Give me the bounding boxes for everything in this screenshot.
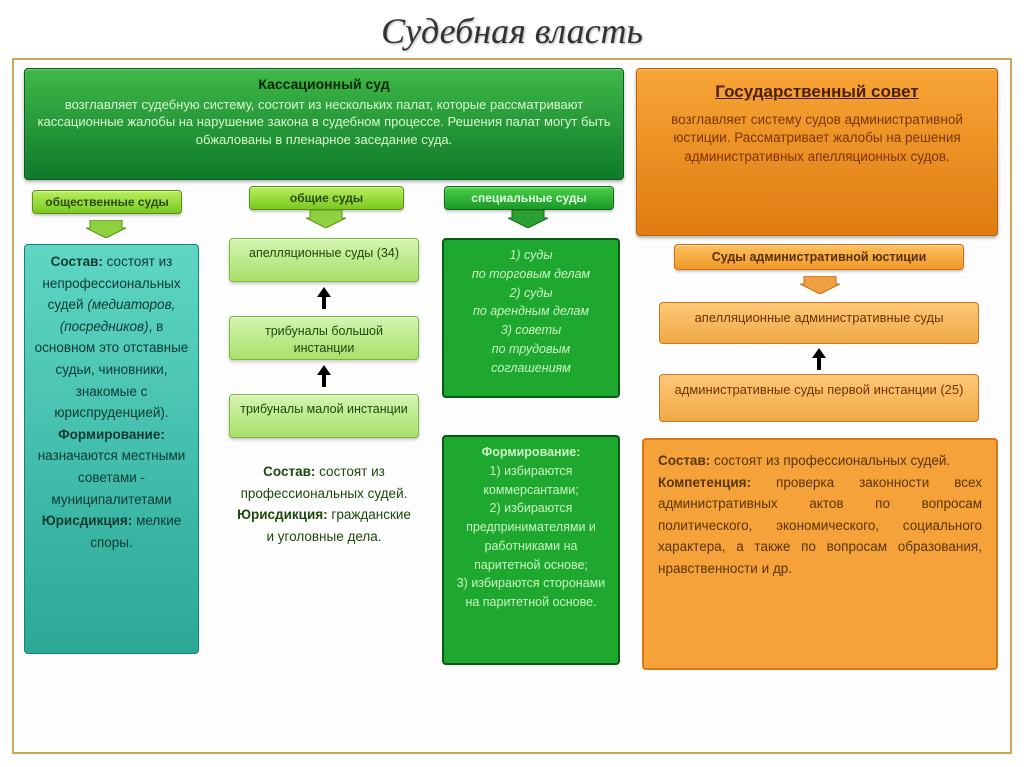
cassation-box: Кассационный суд возглавляет судебную си… xyxy=(24,68,624,180)
pill-general-courts: общие суды xyxy=(249,186,404,210)
council-heading: Государственный совет xyxy=(645,81,989,103)
chevron-icon xyxy=(508,210,548,228)
pill-admin-courts: Суды административной юстиции xyxy=(674,244,964,270)
council-body: возглавляет систему судов административн… xyxy=(645,111,989,166)
cassation-body: возглавляет судебную систему, состоит из… xyxy=(33,96,615,149)
special-formation-box: Формирование: 1) избираются коммерсантам… xyxy=(442,435,620,665)
appellate-box: апелляционные суды (34) xyxy=(229,238,419,282)
cassation-heading: Кассационный суд xyxy=(33,75,615,94)
general-info-box: Состав: состоят из профессиональных суде… xyxy=(224,455,424,553)
council-box: Государственный совет возглавляет систем… xyxy=(636,68,998,236)
chevron-icon xyxy=(306,210,346,228)
diagram-frame: Кассационный суд возглавляет судебную си… xyxy=(12,58,1012,754)
arrow-up-icon xyxy=(812,348,826,370)
col1-text: Состав: состоят из непрофессиональн​ых с… xyxy=(35,254,189,550)
arrow-up-icon xyxy=(317,287,331,309)
admin-info-box: Состав: состоят из профессиональных суде… xyxy=(642,438,998,670)
pill-public-courts: общественные суды xyxy=(32,190,182,214)
pill-special-courts: специальные суды xyxy=(444,186,614,210)
tribunal-big-box: трибуналы большой инстанции xyxy=(229,316,419,360)
public-courts-box: Состав: состоят из непрофессиональн​ых с… xyxy=(24,244,199,654)
chevron-icon xyxy=(86,220,126,238)
page-title: Судебная власть xyxy=(0,0,1024,58)
admin-appellate-box: апелляционные административные суды xyxy=(659,302,979,344)
tribunal-small-box: трибуналы малой инстанции xyxy=(229,394,419,438)
arrow-up-icon xyxy=(317,365,331,387)
special-types-box: 1) судыпо торговым делам 2) судыпо аренд… xyxy=(442,238,620,398)
chevron-icon xyxy=(800,276,840,294)
admin-first-box: административные суды первой инстанции (… xyxy=(659,374,979,422)
